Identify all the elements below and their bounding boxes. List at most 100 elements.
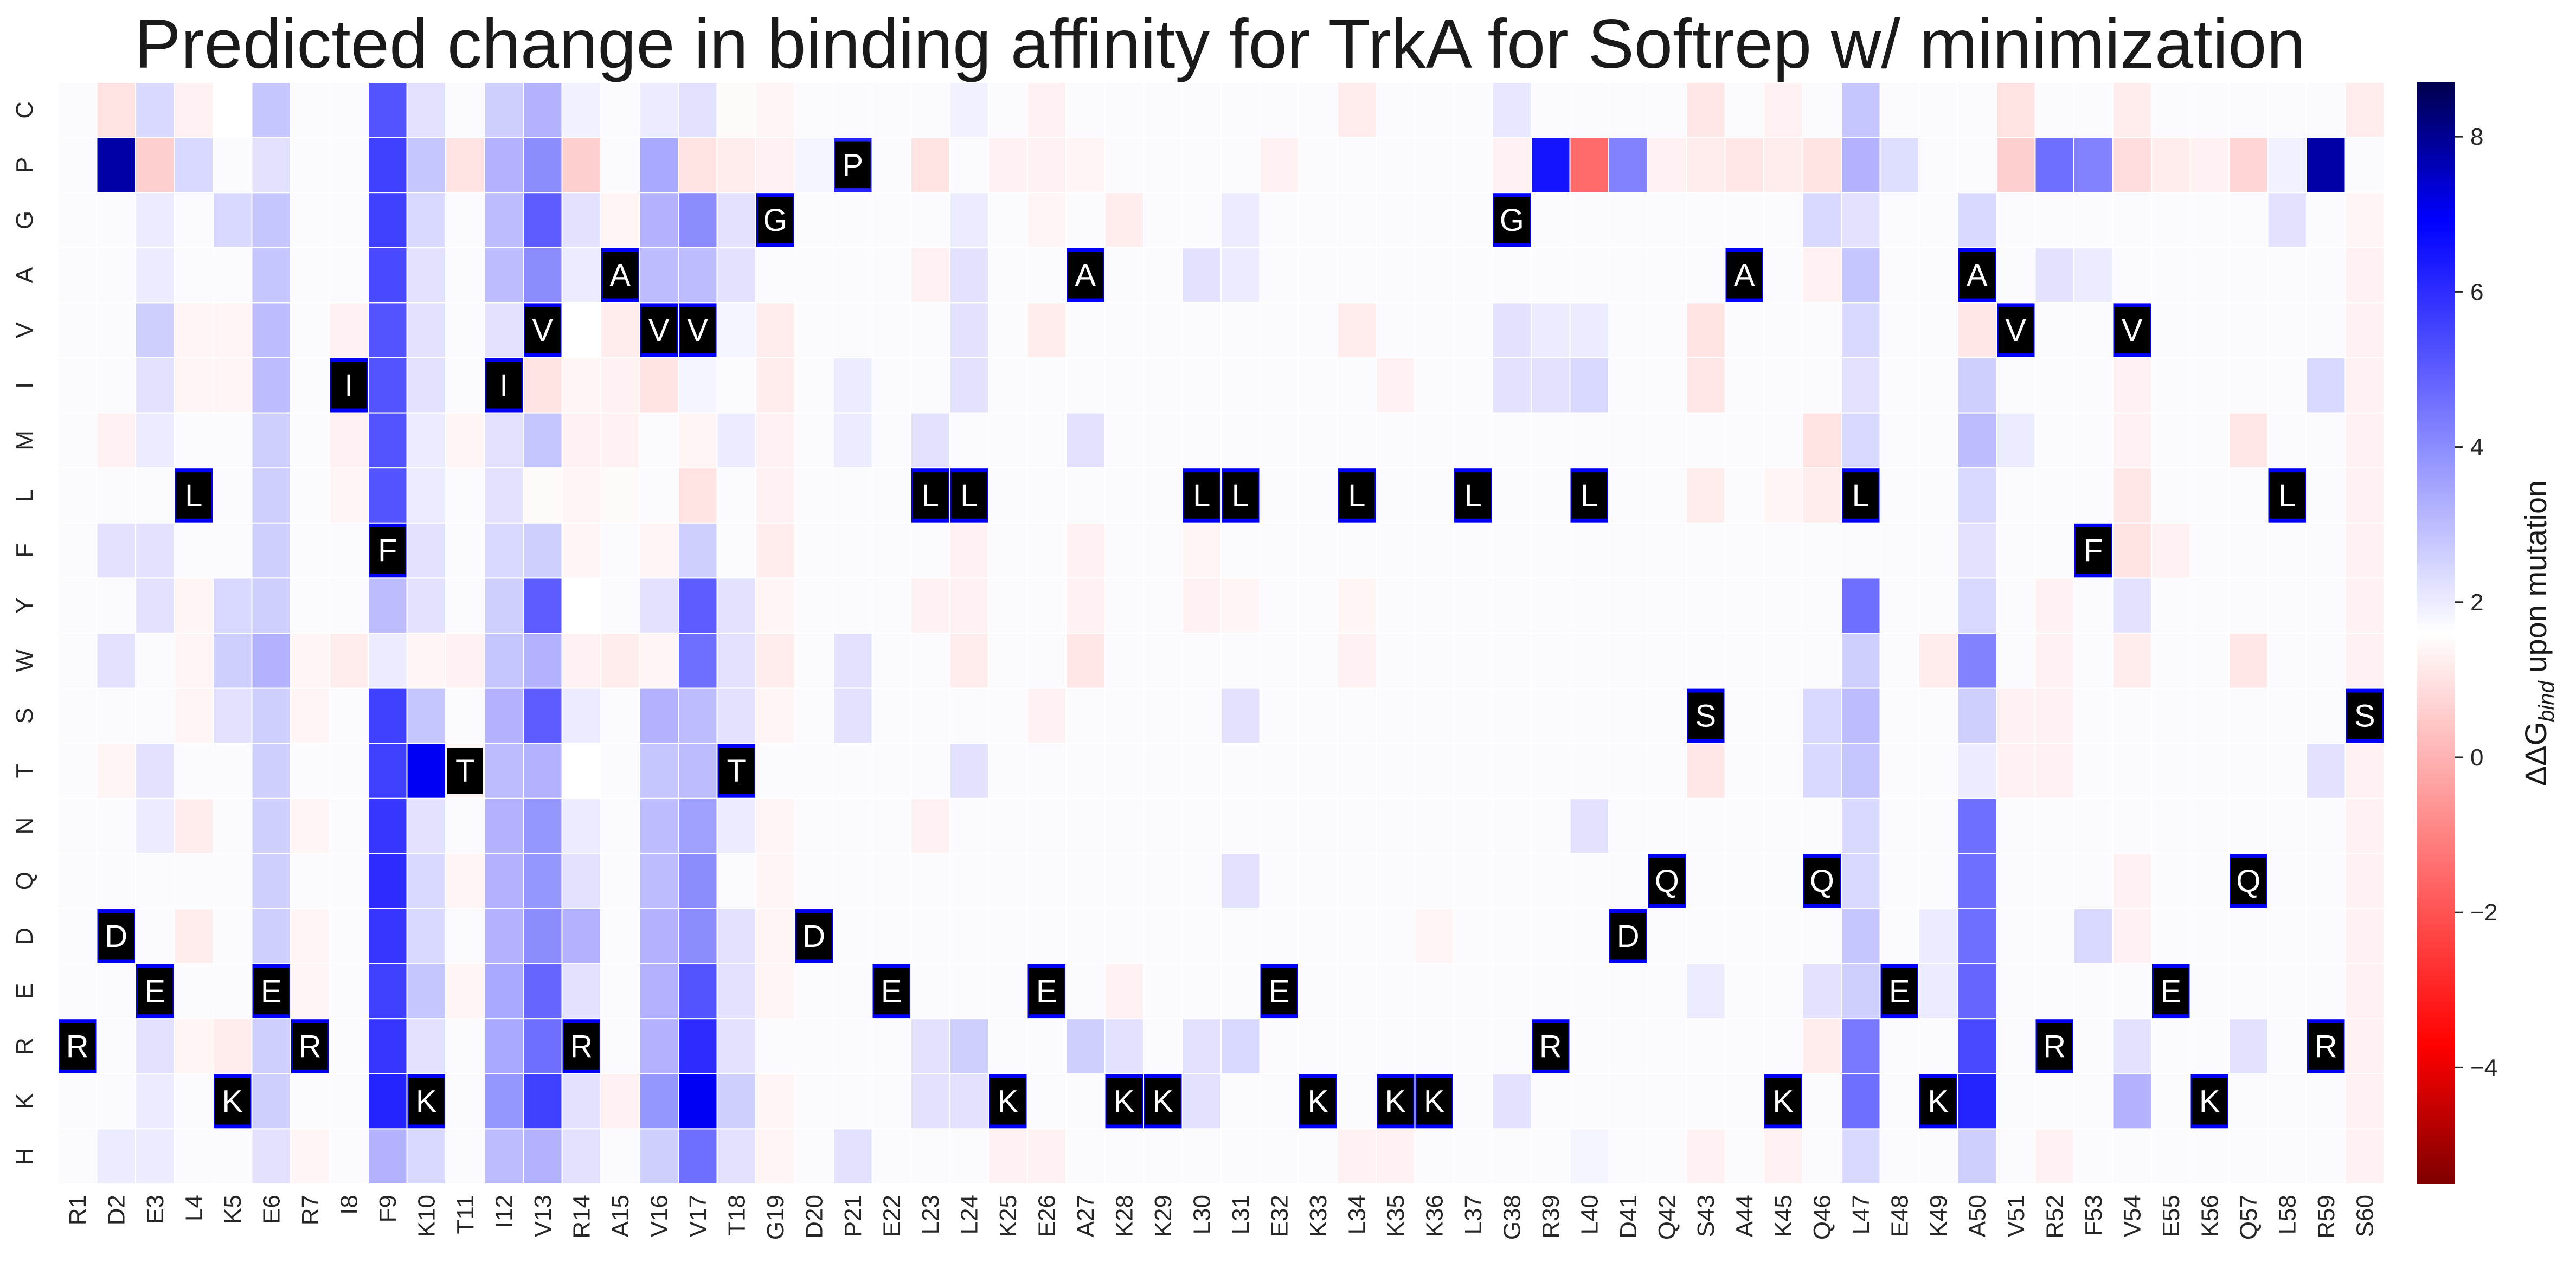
heatmap-cell <box>755 1073 795 1130</box>
heatmap-cell <box>639 357 679 414</box>
heatmap-cell <box>290 797 330 854</box>
heatmap-cell <box>1259 1018 1299 1074</box>
heatmap-cell <box>1414 467 1454 524</box>
heatmap-cell <box>600 797 640 854</box>
heatmap-cell <box>716 357 756 414</box>
heatmap-cell <box>1724 1018 1764 1074</box>
heatmap-cell <box>871 1128 911 1184</box>
heatmap-cell <box>1337 412 1377 469</box>
heatmap-cell <box>1569 743 1609 799</box>
heatmap-cell <box>1724 687 1764 744</box>
heatmap-cell <box>213 963 253 1020</box>
heatmap-cell <box>1996 853 2036 910</box>
heatmap-cell <box>445 853 485 910</box>
heatmap-cell <box>1802 247 1842 304</box>
x-tick-label: A27 <box>1072 1195 1099 1237</box>
heatmap-cell <box>1453 192 1493 248</box>
heatmap-cell <box>2112 137 2152 194</box>
heatmap-cell <box>2112 412 2152 469</box>
heatmap-cell <box>1608 853 1648 910</box>
heatmap-cell <box>135 633 175 689</box>
wildtype-marker-label: Q <box>1655 864 1679 899</box>
heatmap-cell <box>96 577 136 634</box>
heatmap-cell <box>1453 412 1493 469</box>
heatmap-cell <box>1337 1073 1377 1130</box>
heatmap-cell <box>910 192 950 248</box>
heatmap-cell <box>1608 797 1648 854</box>
heatmap-cell <box>1104 1128 1144 1184</box>
heatmap-cell <box>368 357 408 414</box>
heatmap-cell <box>523 908 563 964</box>
heatmap-cell <box>484 577 524 634</box>
heatmap-cell <box>949 192 989 248</box>
y-tick-label: Y <box>11 598 38 614</box>
heatmap-cell <box>1298 412 1338 469</box>
heatmap-cell <box>949 302 989 359</box>
heatmap-cell <box>1918 192 1958 248</box>
heatmap-cell <box>1879 908 1919 964</box>
heatmap-cell <box>96 633 136 689</box>
heatmap-cell <box>639 1128 679 1184</box>
heatmap-cell <box>57 853 98 910</box>
heatmap-cell <box>2034 137 2074 194</box>
heatmap-cell <box>1453 82 1493 138</box>
wildtype-marker-label: R <box>299 1029 322 1064</box>
heatmap-cell <box>678 853 718 910</box>
wildtype-marker-label: R <box>2315 1029 2337 1064</box>
heatmap-cell <box>1104 797 1144 854</box>
heatmap-cell <box>1337 743 1377 799</box>
heatmap-cell <box>2228 1018 2269 1074</box>
heatmap-cell <box>2228 192 2269 248</box>
heatmap-cell <box>368 853 408 910</box>
heatmap-cell <box>1918 1128 1958 1184</box>
heatmap-cell <box>329 467 369 524</box>
heatmap-cell <box>1996 1073 2036 1130</box>
heatmap-cell <box>329 137 369 194</box>
heatmap-cell <box>1841 1073 1881 1130</box>
heatmap-cell <box>290 247 330 304</box>
heatmap-cell <box>639 1073 679 1130</box>
heatmap-cell <box>1918 743 1958 799</box>
heatmap-cell <box>2034 577 2074 634</box>
heatmap-cell <box>1608 1018 1648 1074</box>
heatmap-cell <box>2267 82 2307 138</box>
heatmap-cell <box>1259 412 1299 469</box>
heatmap-cell <box>1143 412 1183 469</box>
x-tick-label: K33 <box>1305 1195 1332 1237</box>
heatmap-cell <box>96 522 136 579</box>
heatmap-cell <box>1724 577 1764 634</box>
heatmap-cell <box>1220 963 1261 1020</box>
heatmap-cell <box>988 522 1028 579</box>
x-tick-label: D2 <box>103 1195 130 1225</box>
heatmap-cell <box>2344 467 2385 524</box>
heatmap-cell <box>96 687 136 744</box>
heatmap-cell <box>406 412 446 469</box>
wildtype-marker-box <box>1688 692 1724 739</box>
heatmap-cell <box>910 302 950 359</box>
x-tick-labels: R1 D2 E3 L4 K5 E6 R7 I8 F9 K10 T11 I12 V13 R14 A15 V16 V… <box>65 1195 2379 1240</box>
heatmap-cell <box>716 412 756 469</box>
heatmap-cell <box>1608 82 1648 138</box>
heatmap-cell <box>1647 357 1687 414</box>
heatmap-cell <box>871 797 911 854</box>
heatmap-cell <box>1918 687 1958 744</box>
x-tick-label: V16 <box>646 1195 672 1237</box>
heatmap-cell <box>2073 743 2114 799</box>
heatmap-cell <box>1957 302 1997 359</box>
heatmap-cell <box>794 797 834 854</box>
heatmap-cell <box>2112 908 2152 964</box>
heatmap-cell <box>1143 1018 1183 1074</box>
heatmap-cell <box>2189 247 2230 304</box>
heatmap-cell <box>1569 853 1609 910</box>
x-tick-label: L58 <box>2274 1195 2301 1234</box>
heatmap-cell <box>2189 743 2230 799</box>
wildtype-marker-box <box>602 252 638 299</box>
heatmap-cell <box>2344 797 2385 854</box>
wildtype-marker-box <box>1959 252 1995 299</box>
wildtype-marker-box <box>835 141 871 189</box>
heatmap-cell <box>755 467 795 524</box>
wildtype-marker-label: L <box>1581 478 1598 513</box>
heatmap-cell <box>290 412 330 469</box>
heatmap-cell <box>1686 853 1726 910</box>
heatmap-cell <box>1220 633 1261 689</box>
